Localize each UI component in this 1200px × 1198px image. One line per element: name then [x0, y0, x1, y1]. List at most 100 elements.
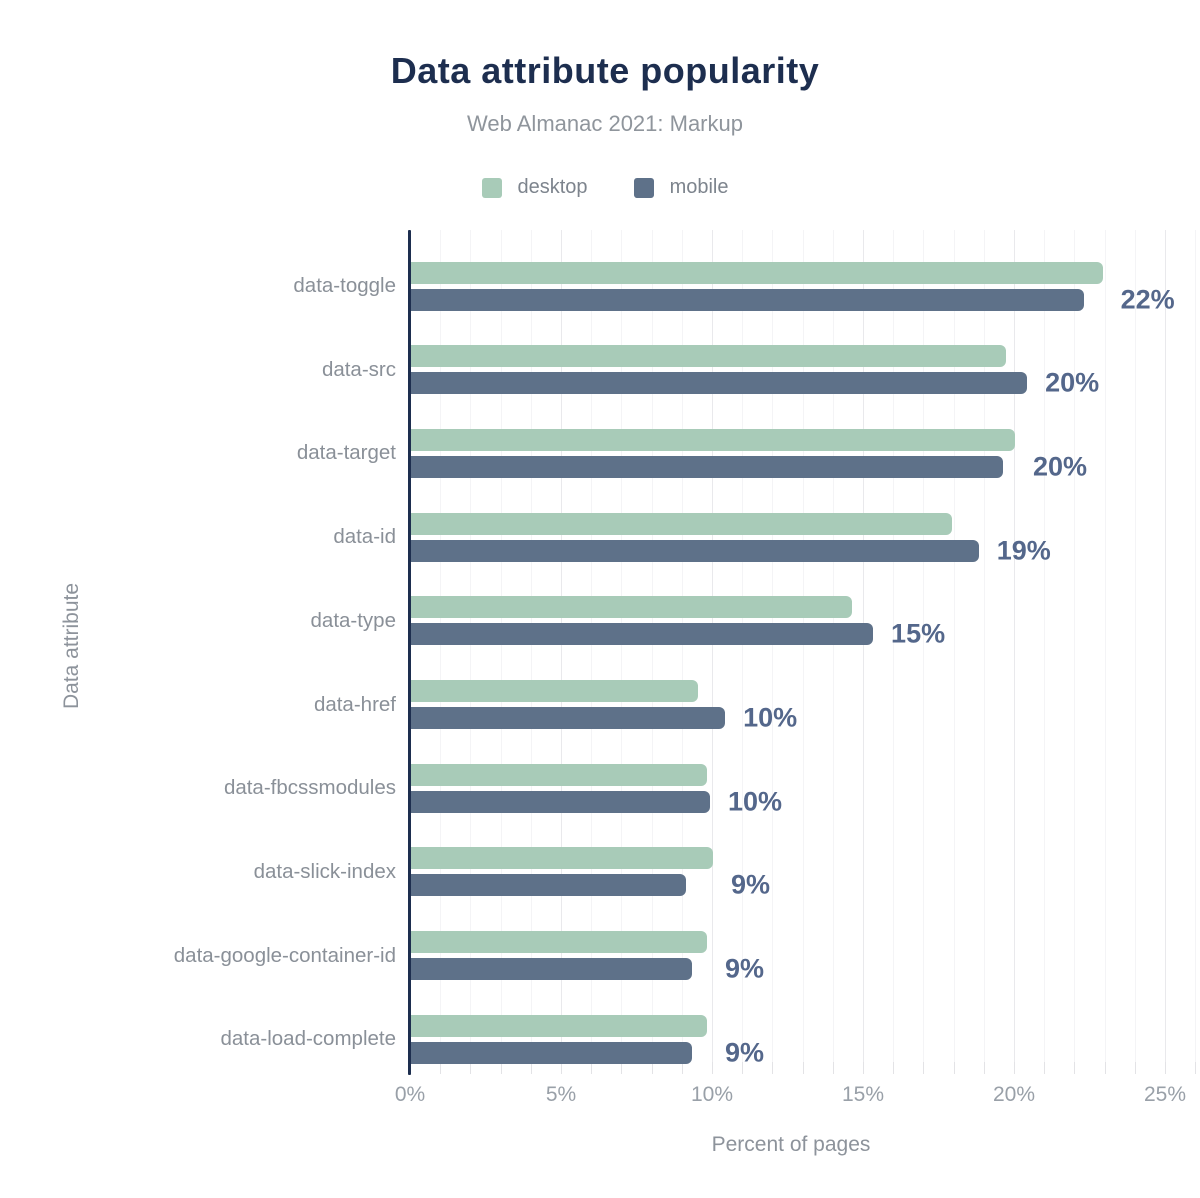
gridline [954, 230, 955, 1062]
category-label: data-href [313, 692, 396, 716]
bar-desktop [411, 1014, 707, 1037]
x-axis-tick [1165, 1062, 1166, 1074]
category-label: data-fbcssmodules [223, 776, 396, 800]
gridline [440, 230, 441, 1062]
gridline [591, 230, 592, 1062]
y-axis-title: Data attribute [60, 582, 83, 710]
value-label: 9% [724, 953, 764, 984]
bar-mobile [411, 958, 692, 981]
bar-desktop [411, 847, 713, 870]
gridline [501, 230, 502, 1062]
x-axis-tick [1135, 1062, 1136, 1074]
gridline [893, 230, 894, 1062]
bar-desktop [411, 345, 1006, 368]
x-axis-tick [833, 1062, 834, 1074]
x-axis-tick [591, 1062, 592, 1074]
category-label: data-toggle [293, 274, 396, 297]
gridline [984, 230, 985, 1062]
value-label: 10% [727, 786, 783, 817]
gridline [712, 230, 713, 1062]
x-axis-tick [1014, 1062, 1015, 1074]
value-label: 9% [724, 1037, 764, 1068]
x-axis-tick [742, 1062, 743, 1074]
chart-title: Data attribute popularity [390, 50, 820, 91]
desktop-swatch-icon [481, 177, 502, 198]
bar-desktop [411, 596, 852, 619]
value-label: 22% [1120, 284, 1175, 314]
x-axis-tick [1044, 1062, 1045, 1074]
gridline [531, 230, 532, 1062]
gridline [1105, 230, 1106, 1062]
x-axis-tick [772, 1062, 773, 1074]
gridline [772, 230, 773, 1062]
gridline [682, 230, 683, 1062]
value-label: 20% [1033, 451, 1088, 482]
gridline [742, 230, 743, 1062]
category-label: data-type [310, 608, 396, 632]
bar-mobile [411, 1041, 692, 1064]
x-tick-label: 20% [992, 1083, 1036, 1106]
bar-mobile [411, 539, 979, 562]
bar-mobile [411, 372, 1028, 395]
bar-mobile [411, 707, 726, 729]
gridline [1044, 230, 1045, 1062]
gridline [923, 230, 924, 1062]
x-tick-label: 0% [394, 1083, 426, 1106]
gridline [1135, 230, 1136, 1062]
value-label: 20% [1045, 367, 1100, 398]
legend-label-mobile: mobile [669, 176, 729, 198]
bar-desktop [411, 931, 707, 954]
y-axis-line [408, 230, 411, 1075]
bar-mobile [411, 790, 710, 813]
bar-mobile [411, 623, 874, 646]
bar-desktop [411, 261, 1103, 284]
x-axis-tick [561, 1062, 562, 1074]
x-axis-tick [1195, 1062, 1196, 1074]
x-axis-tick [470, 1062, 471, 1074]
bar-mobile [411, 455, 1003, 478]
category-label: data-src [321, 357, 396, 381]
gridline [803, 230, 804, 1062]
gridline [561, 230, 562, 1062]
gridline [1014, 230, 1015, 1062]
bar-desktop [411, 680, 698, 702]
gridline [1195, 230, 1196, 1062]
x-axis-tick [863, 1062, 864, 1074]
x-tick-label: 15% [841, 1083, 885, 1106]
x-axis-tick [1105, 1062, 1106, 1074]
category-label: data-target [296, 441, 396, 465]
bar-desktop [411, 512, 952, 535]
x-axis-tick [712, 1062, 713, 1074]
legend-item-desktop: desktop [481, 176, 588, 199]
bar-desktop [411, 428, 1015, 451]
legend-label-desktop: desktop [517, 176, 588, 198]
value-label: 15% [891, 618, 946, 649]
x-axis-tick [984, 1062, 985, 1074]
category-label: data-load-complete [220, 1027, 397, 1051]
x-tick-label: 10% [690, 1083, 734, 1106]
gridline [1165, 230, 1166, 1062]
value-label: 9% [731, 869, 771, 900]
x-axis-tick [440, 1062, 441, 1074]
chart-subtitle: Web Almanac 2021: Markup [467, 111, 743, 136]
gridline [1074, 230, 1075, 1062]
value-label: 10% [743, 702, 798, 733]
category-label: data-slick-index [253, 859, 396, 883]
x-axis-tick [621, 1062, 622, 1074]
gridline [652, 230, 653, 1062]
category-label: data-google-container-id [173, 943, 396, 967]
gridline [863, 230, 864, 1062]
x-axis-tick [893, 1062, 894, 1074]
x-axis-tick [954, 1062, 955, 1074]
value-label: 19% [996, 535, 1051, 566]
x-axis-title: Percent of pages [711, 1133, 871, 1156]
x-axis-tick [531, 1062, 532, 1074]
gridline [833, 230, 834, 1062]
x-axis-tick [652, 1062, 653, 1074]
x-axis-tick [803, 1062, 804, 1074]
x-tick-label: 25% [1143, 1083, 1187, 1106]
legend: desktop mobile [0, 176, 1200, 199]
x-axis-tick [682, 1062, 683, 1074]
x-axis-tick [501, 1062, 502, 1074]
